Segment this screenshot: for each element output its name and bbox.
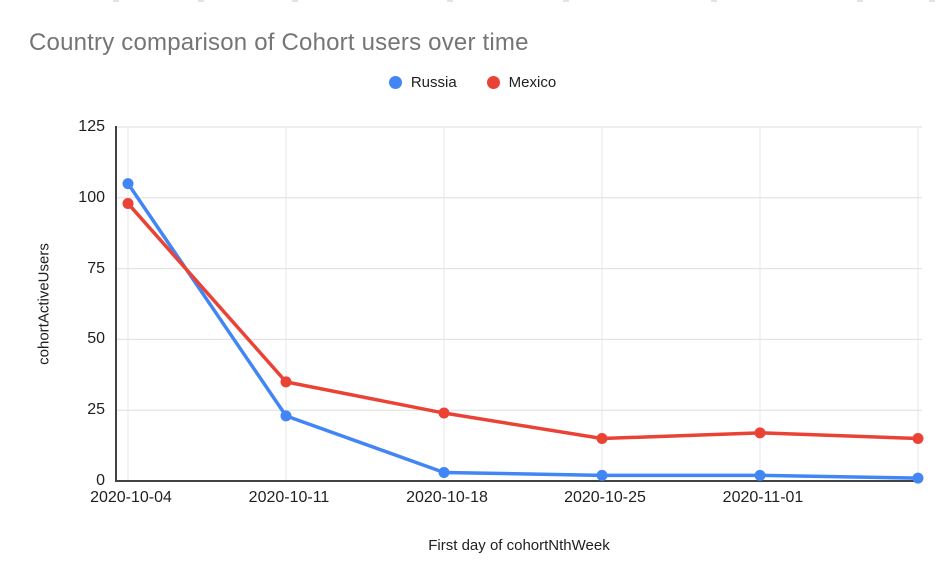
top-edge-mark	[563, 0, 569, 2]
top-edge-mark	[113, 0, 119, 2]
chart-title: Country comparison of Cohort users over …	[29, 29, 529, 56]
y-tick-label: 0	[96, 472, 105, 489]
data-point-russia	[912, 472, 924, 484]
x-tick-label: 2020-10-11	[248, 489, 330, 506]
data-point-russia	[438, 467, 450, 479]
x-tick-label: 2020-10-18	[406, 489, 488, 506]
legend-label-mexico: Mexico	[508, 74, 557, 91]
series-line-russia	[126, 181, 920, 480]
data-point-russia	[754, 469, 766, 481]
top-edge-mark	[929, 0, 935, 2]
x-axis-title: First day of cohortNthWeek	[428, 537, 610, 554]
data-point-mexico	[754, 427, 766, 439]
data-point-mexico	[596, 433, 608, 445]
data-point-mexico	[122, 197, 134, 209]
data-point-mexico	[438, 407, 450, 419]
top-edge-mark	[857, 0, 863, 2]
top-edge-mark	[198, 0, 204, 2]
top-edge-mark	[447, 0, 453, 2]
data-point-russia	[280, 410, 292, 422]
legend-item-russia[interactable]: Russia	[388, 74, 457, 91]
legend-label-russia: Russia	[410, 74, 457, 91]
y-tick-label: 25	[87, 401, 105, 419]
y-tick-label: 75	[87, 259, 105, 277]
data-point-russia	[122, 178, 134, 190]
legend-swatch-mexico-icon	[486, 76, 500, 89]
y-tick-label: 50	[87, 330, 105, 348]
legend-item-mexico[interactable]: Mexico	[486, 74, 557, 91]
data-point-russia	[596, 469, 608, 481]
top-edge-mark	[711, 0, 717, 2]
data-point-mexico	[912, 433, 924, 445]
chart-legend: Russia Mexico	[0, 74, 945, 91]
y-tick-label: 100	[78, 188, 105, 206]
y-tick-label: 125	[78, 118, 105, 135]
x-tick-label: 2020-10-25	[564, 489, 646, 506]
legend-swatch-russia-icon	[388, 76, 402, 89]
top-edge-mark	[292, 0, 298, 2]
x-tick-label: 2020-10-04	[90, 489, 172, 506]
x-tick-label: 2020-11-01	[722, 489, 804, 506]
series-line-mexico	[126, 201, 920, 441]
data-point-mexico	[280, 376, 292, 388]
